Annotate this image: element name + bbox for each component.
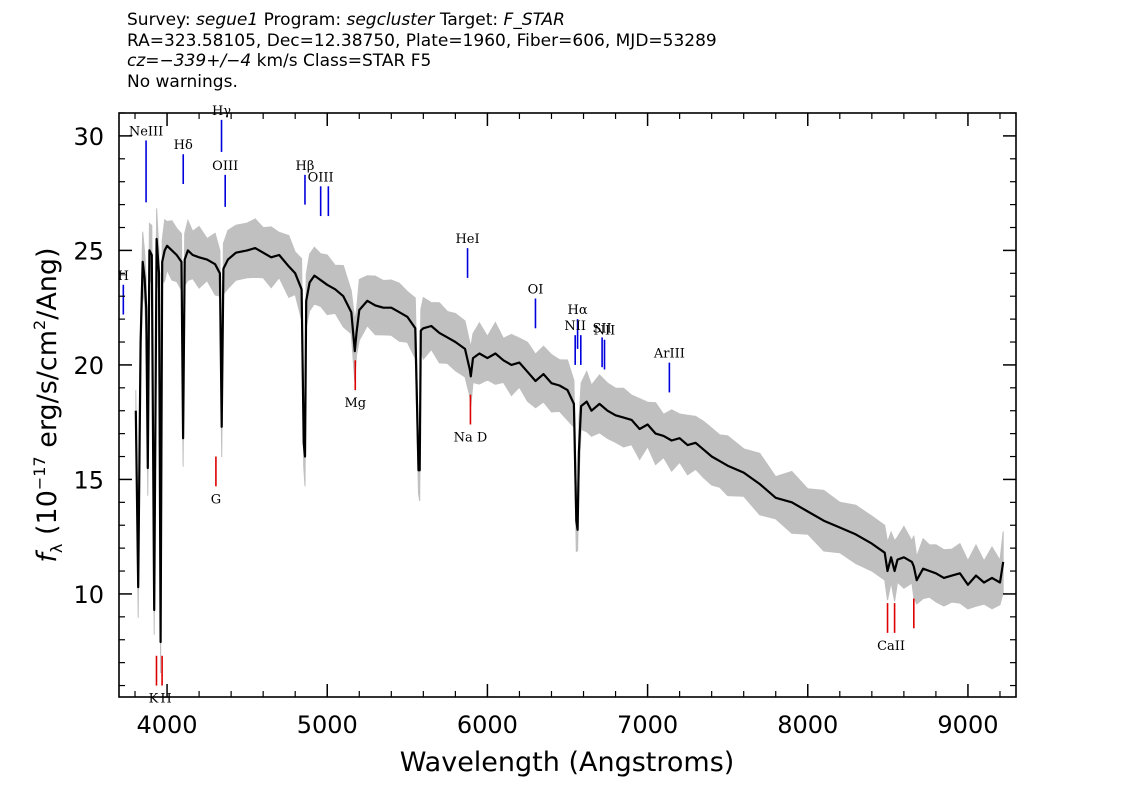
absorption-line-label: Mg [344,396,366,411]
header-line-redshift: cz=−339+/−4 km/s Class=STAR F5 [127,51,717,72]
header-line-survey: Survey: segue1 Program: segcluster Targe… [127,10,717,31]
emission-line-label: OI [528,283,544,298]
class-value: km/s Class=STAR F5 [256,51,432,71]
target-label: Target: [439,10,499,30]
absorption-line-label: Na D [454,430,488,445]
survey-value: segue1 [196,10,259,30]
emission-line-label: Hβ [296,159,315,174]
emission-line-label: OIII [308,170,334,185]
y-tick-label: 20 [73,352,104,380]
y-tick-label: 25 [73,237,104,265]
spectrum-header: Survey: segue1 Program: segcluster Targe… [127,10,717,92]
y-axis-title: fλ (10−17 erg/s/cm2/Ang) [30,247,66,562]
emission-line-label: Hα [568,303,588,318]
program-value: segcluster [346,10,435,30]
y-tick-label: 10 [73,581,104,609]
emission-line-label: Hδ [174,138,193,153]
emission-line-label: OIII [212,159,238,174]
flux-series [134,237,1005,644]
uncertainty-band [135,208,1004,674]
redshift-value: cz=−339+/−4 [127,51,252,71]
emission-line-label: Hγ [212,104,231,119]
emission-line-label: ArIII [653,347,685,362]
header-line-coordinates: RA=323.58105, Dec=12.38750, Plate=1960, … [127,30,717,51]
plot-frame [118,112,1017,698]
emission-line-label: HeI [455,232,479,247]
header-line-warnings: No warnings. [127,71,238,92]
x-tick-label: 8000 [777,711,838,739]
emission-line-label: NII [594,324,616,339]
axis-ticks: 4000 5000 6000 7000 8000 9000 10 15 20 25 30 [73,112,1016,739]
x-tick-label: 5000 [297,711,358,739]
target-value: F_STAR [503,10,565,30]
x-tick-label: 7000 [617,711,678,739]
absorption-line-label: K [149,692,159,707]
survey-label: Survey: [127,10,191,30]
emission-line-label: NII [564,319,586,334]
y-tick-label: 15 [73,466,104,494]
emission-line-label: H [118,269,129,284]
emission-line-label: NeIII [129,124,163,139]
absorption-line-label: CaII [877,639,905,654]
y-tick-label: 30 [73,123,104,151]
x-tick-label: 9000 [937,711,998,739]
absorption-line-label: H [160,692,171,707]
x-tick-label: 4000 [137,711,198,739]
flux-line [134,237,1005,644]
x-tick-label: 6000 [457,711,518,739]
program-label: Program: [263,10,342,30]
x-axis-title: Wavelength (Angstroms) [400,747,735,778]
uncertainty-band-area [135,208,1004,674]
emission-line-label: SII [593,321,612,336]
absorption-line-label: G [211,492,221,507]
